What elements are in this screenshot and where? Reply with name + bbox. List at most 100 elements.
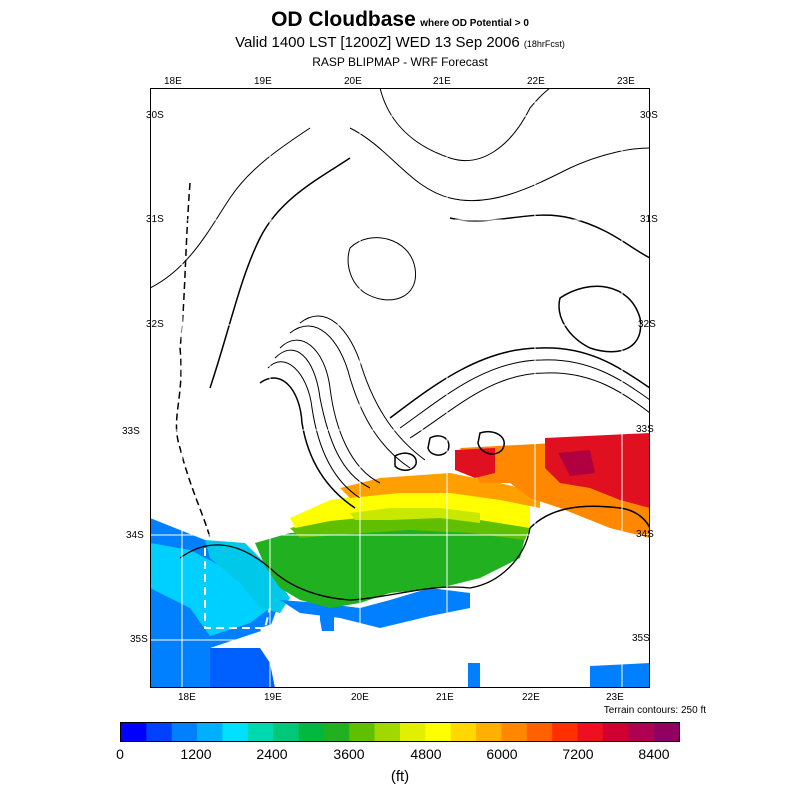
colorbar-segment (171, 723, 198, 741)
colorbar-segment (602, 723, 629, 741)
colorbar-segment (146, 723, 173, 741)
lat-label-right: 30S (640, 110, 658, 121)
contour-coast-east (529, 505, 650, 529)
colorbar-segment (400, 723, 426, 741)
field-cyan-west (150, 543, 270, 636)
field-blue-sw (210, 648, 310, 688)
lat-label-left: 30S (146, 110, 164, 121)
contour-central-loop (347, 237, 416, 301)
field-green-band (255, 526, 525, 608)
colorbar-tick-label: 8400 (638, 746, 670, 762)
lat-label-right: 33S (636, 424, 654, 435)
title-note: where OD Potential > 0 (420, 18, 529, 29)
lon-label-top: 23E (617, 76, 635, 87)
colorbar-tick-label: 7200 (562, 746, 594, 762)
colorbar-segment (247, 723, 274, 741)
colorbar-segment (450, 723, 477, 741)
field-blue-southeast (590, 663, 650, 688)
lon-label-bottom: 23E (606, 692, 624, 703)
contour-ridge-4 (259, 377, 356, 509)
lat-label-left: 33S (122, 426, 140, 437)
contour-east-loop (558, 285, 642, 353)
map-panel (150, 88, 650, 688)
title-main: OD Cloudbase (271, 8, 416, 31)
lon-label-top: 20E (344, 76, 362, 87)
contour-north-4 (449, 214, 650, 259)
lon-label-top: 18E (164, 76, 182, 87)
contour-coast-dashed (175, 182, 211, 539)
colorbar-segment (501, 723, 528, 741)
terrain-contour-note: Terrain contours: 250 ft (603, 705, 706, 716)
contour-north-5 (379, 88, 551, 162)
forecast-hour: (18hrFcst) (523, 39, 565, 49)
colorbar-segment (349, 723, 375, 741)
contour-small-loop-1 (394, 452, 417, 471)
graticule (150, 88, 650, 688)
colorbar (120, 722, 680, 742)
colorbar-segment (552, 723, 578, 741)
contour-small-loop-2 (427, 435, 450, 456)
colorbar-segment (374, 723, 401, 741)
colorbar-segment (526, 723, 553, 741)
colorbar-segment (476, 723, 502, 741)
colorbar-segment (273, 723, 299, 741)
lon-label-bottom: 18E (178, 692, 196, 703)
colorbar-units: (ft) (390, 768, 410, 785)
lat-label-left: 31S (146, 214, 164, 225)
colorbar-tick-label: 0 (116, 746, 124, 762)
contour-sw-box (204, 548, 271, 629)
colorbar-segment (197, 723, 223, 741)
contour-ridge-6 (299, 315, 426, 461)
contour-ridge-3 (267, 361, 361, 499)
colorbar-segment (222, 723, 249, 741)
lon-label-top: 21E (433, 76, 451, 87)
colorbar-tick-label: 4800 (410, 746, 442, 762)
lat-label-right: 35S (632, 633, 650, 644)
colorbar-segment (577, 723, 604, 741)
contour-ridge-5 (289, 325, 411, 469)
lat-label-left: 32S (146, 319, 164, 330)
valid-time: Valid 1400 LST [1200Z] WED 13 Sep 2006 (… (0, 34, 800, 51)
lon-label-top: 22E (527, 76, 545, 87)
colorbar-segment (323, 723, 350, 741)
colorbar-tick-label: 6000 (486, 746, 518, 762)
contour-ridge-1 (279, 339, 381, 484)
contour-north-2 (209, 157, 351, 389)
field-red-east (545, 433, 650, 508)
colorbar-tick-label: 2400 (256, 746, 288, 762)
colorbar-segment (298, 723, 325, 741)
colorbar-segment (121, 723, 147, 741)
contour-ridge-2 (274, 349, 371, 489)
lat-label-right: 32S (638, 319, 656, 330)
contour-north-3 (349, 127, 650, 202)
lon-label-bottom: 22E (522, 692, 540, 703)
forecast-map (150, 88, 650, 688)
field-lightgreen-band (290, 516, 530, 540)
lat-label-right: 34S (636, 529, 654, 540)
colorbar-tick-label: 3600 (333, 746, 365, 762)
contour-small-loop-3 (477, 431, 505, 455)
field-blue-coast (280, 588, 470, 628)
field-red-patch (455, 448, 495, 478)
map-title: OD Cloudbase where OD Potential > 0 (0, 8, 800, 32)
colorbar-segment (628, 723, 654, 741)
lon-label-bottom: 20E (351, 692, 369, 703)
no-data-gaps (260, 618, 325, 688)
contour-north-1 (150, 127, 311, 289)
lon-label-bottom: 19E (264, 692, 282, 703)
lon-label-bottom: 21E (436, 692, 454, 703)
field-blue-patch-tiny (320, 613, 334, 631)
field-darkred-core (558, 450, 595, 476)
colorbar-segment (653, 723, 680, 741)
contour-east-arc (389, 347, 650, 419)
field-blue-patch-small (468, 663, 480, 688)
lat-label-left: 35S (130, 634, 148, 645)
gap-southwest (260, 618, 325, 688)
subtitle: RASP BLIPMAP - WRF Forecast (312, 55, 488, 69)
colorbar-frame (120, 722, 680, 742)
colorbar-tick-label: 1200 (180, 746, 212, 762)
valid-text: Valid 1400 LST [1200Z] WED 13 Sep 2006 (235, 34, 520, 51)
contour-coast (179, 527, 531, 601)
lon-label-top: 19E (254, 76, 272, 87)
lat-label-right: 31S (640, 214, 658, 225)
